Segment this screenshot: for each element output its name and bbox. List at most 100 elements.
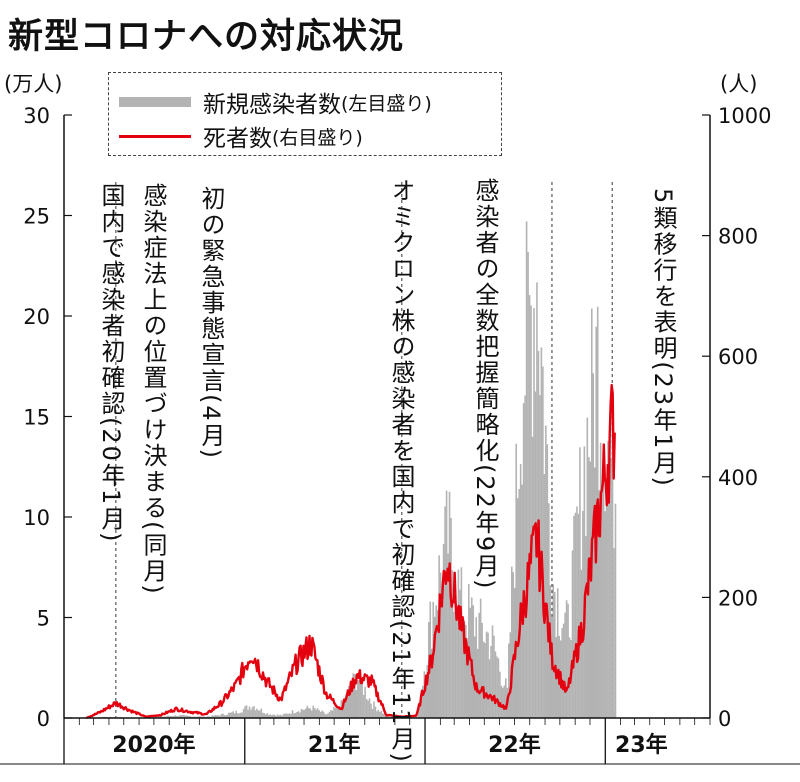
cases-bar xyxy=(470,597,473,718)
cases-bar xyxy=(462,625,464,718)
cases-bar xyxy=(368,698,371,718)
annotation-omicron: オミクロン株の感染者を国内で初確認(21年11月) xyxy=(387,178,415,764)
cases-bar xyxy=(313,708,316,718)
cases-bar xyxy=(300,708,303,718)
cases-bar xyxy=(447,553,449,718)
deaths-line xyxy=(85,383,616,720)
cases-bar xyxy=(585,536,587,718)
cases-bar xyxy=(176,716,178,718)
cases-bar xyxy=(167,715,169,718)
cases-bar xyxy=(322,711,325,718)
cases-bar xyxy=(457,569,460,718)
cases-bar xyxy=(214,714,217,718)
cases-bar xyxy=(220,714,223,718)
cases-bar xyxy=(350,686,353,718)
right-tick-label: 200 xyxy=(718,586,758,610)
cases-bar xyxy=(589,461,592,718)
left-tick-label: 30 xyxy=(23,104,50,128)
cases-bar xyxy=(546,444,549,718)
right-tick-label: 400 xyxy=(718,466,758,490)
cases-bar xyxy=(374,706,377,718)
cases-bar xyxy=(552,584,555,718)
cases-bar xyxy=(259,710,261,718)
cases-bar xyxy=(497,658,500,718)
cases-bar xyxy=(185,715,187,718)
legend-deaths: 死者数 (右目盛り) xyxy=(119,119,363,153)
annotation-first-case: 国内で感染者初確認(20年1月) xyxy=(97,183,125,544)
cases-bar xyxy=(159,716,162,718)
cases-bar xyxy=(601,480,603,718)
cases-bar xyxy=(198,716,200,718)
cases-bar xyxy=(611,398,614,718)
cases-bar xyxy=(592,373,595,718)
cases-bar xyxy=(353,674,356,718)
legend-cases-sub: (左目盛り) xyxy=(341,92,432,115)
right-axis-unit: (人) xyxy=(720,72,758,96)
cases-bar xyxy=(324,713,326,718)
cases-bar xyxy=(187,715,190,718)
year-label: 23年 xyxy=(615,732,668,758)
cases-bar xyxy=(607,440,609,718)
cases-bar xyxy=(177,715,180,718)
cases-bar xyxy=(355,690,357,718)
cases-bar xyxy=(331,710,334,718)
cases-bar xyxy=(233,713,236,718)
cases-bar xyxy=(222,713,224,718)
cases-bar xyxy=(345,698,347,718)
cases-bar xyxy=(356,680,359,718)
cases-bar xyxy=(318,710,320,718)
left-tick-label: 25 xyxy=(23,205,50,229)
cases-bar xyxy=(241,712,243,718)
cases-bar xyxy=(370,703,372,718)
cases-bar xyxy=(208,716,211,718)
cases-bar xyxy=(245,705,248,718)
cases-bar xyxy=(459,589,461,718)
cases-bar xyxy=(330,710,332,718)
left-tick-label: 0 xyxy=(37,707,50,731)
cases-bar xyxy=(525,221,528,719)
cases-bar xyxy=(293,713,295,718)
cases-bar xyxy=(373,701,375,718)
cases-bar xyxy=(173,716,175,718)
legend: 新規感染者数 (左目盛り) 死者数 (右目盛り) xyxy=(108,72,502,156)
cases-bar xyxy=(383,713,386,718)
cases-bar xyxy=(522,403,525,718)
cases-bar xyxy=(302,709,304,718)
cases-bar xyxy=(273,714,276,718)
cases-bar xyxy=(561,628,563,718)
cases-bar xyxy=(189,716,192,718)
year-label: 22年 xyxy=(488,732,541,758)
cases-bar xyxy=(296,712,298,718)
cases-bar xyxy=(426,664,429,718)
cases-bar xyxy=(528,295,531,718)
cases-bar xyxy=(168,716,171,718)
cases-bar xyxy=(251,707,254,718)
cases-bar xyxy=(213,715,215,718)
cases-bar xyxy=(290,713,292,718)
cases-bar xyxy=(316,708,319,718)
cases-bar xyxy=(229,712,232,718)
legend-cases: 新規感染者数 (左目盛り) xyxy=(119,85,432,119)
cases-bar xyxy=(469,607,472,718)
cases-bar xyxy=(211,715,214,718)
cases-bar xyxy=(232,711,235,718)
cases-bar xyxy=(242,708,245,718)
cases-bar xyxy=(238,713,240,718)
cases-bar xyxy=(305,708,307,718)
cases-bar xyxy=(460,567,463,718)
cases-bar xyxy=(564,612,566,718)
cases-bar xyxy=(567,603,569,718)
annotation-legal-status: 感染症法上の位置づけ決まる(同月) xyxy=(139,183,167,596)
year-label: 2020年 xyxy=(112,732,195,758)
cases-bar xyxy=(367,700,369,718)
cases-bar xyxy=(282,713,285,718)
cases-bar xyxy=(319,711,322,718)
cases-bar xyxy=(294,712,297,718)
cases-bar xyxy=(576,506,578,718)
cases-bar xyxy=(199,716,202,718)
cases-bar xyxy=(438,555,440,718)
cases-bar xyxy=(386,715,389,718)
cases-bar xyxy=(614,503,617,718)
cases-bar xyxy=(512,572,515,718)
